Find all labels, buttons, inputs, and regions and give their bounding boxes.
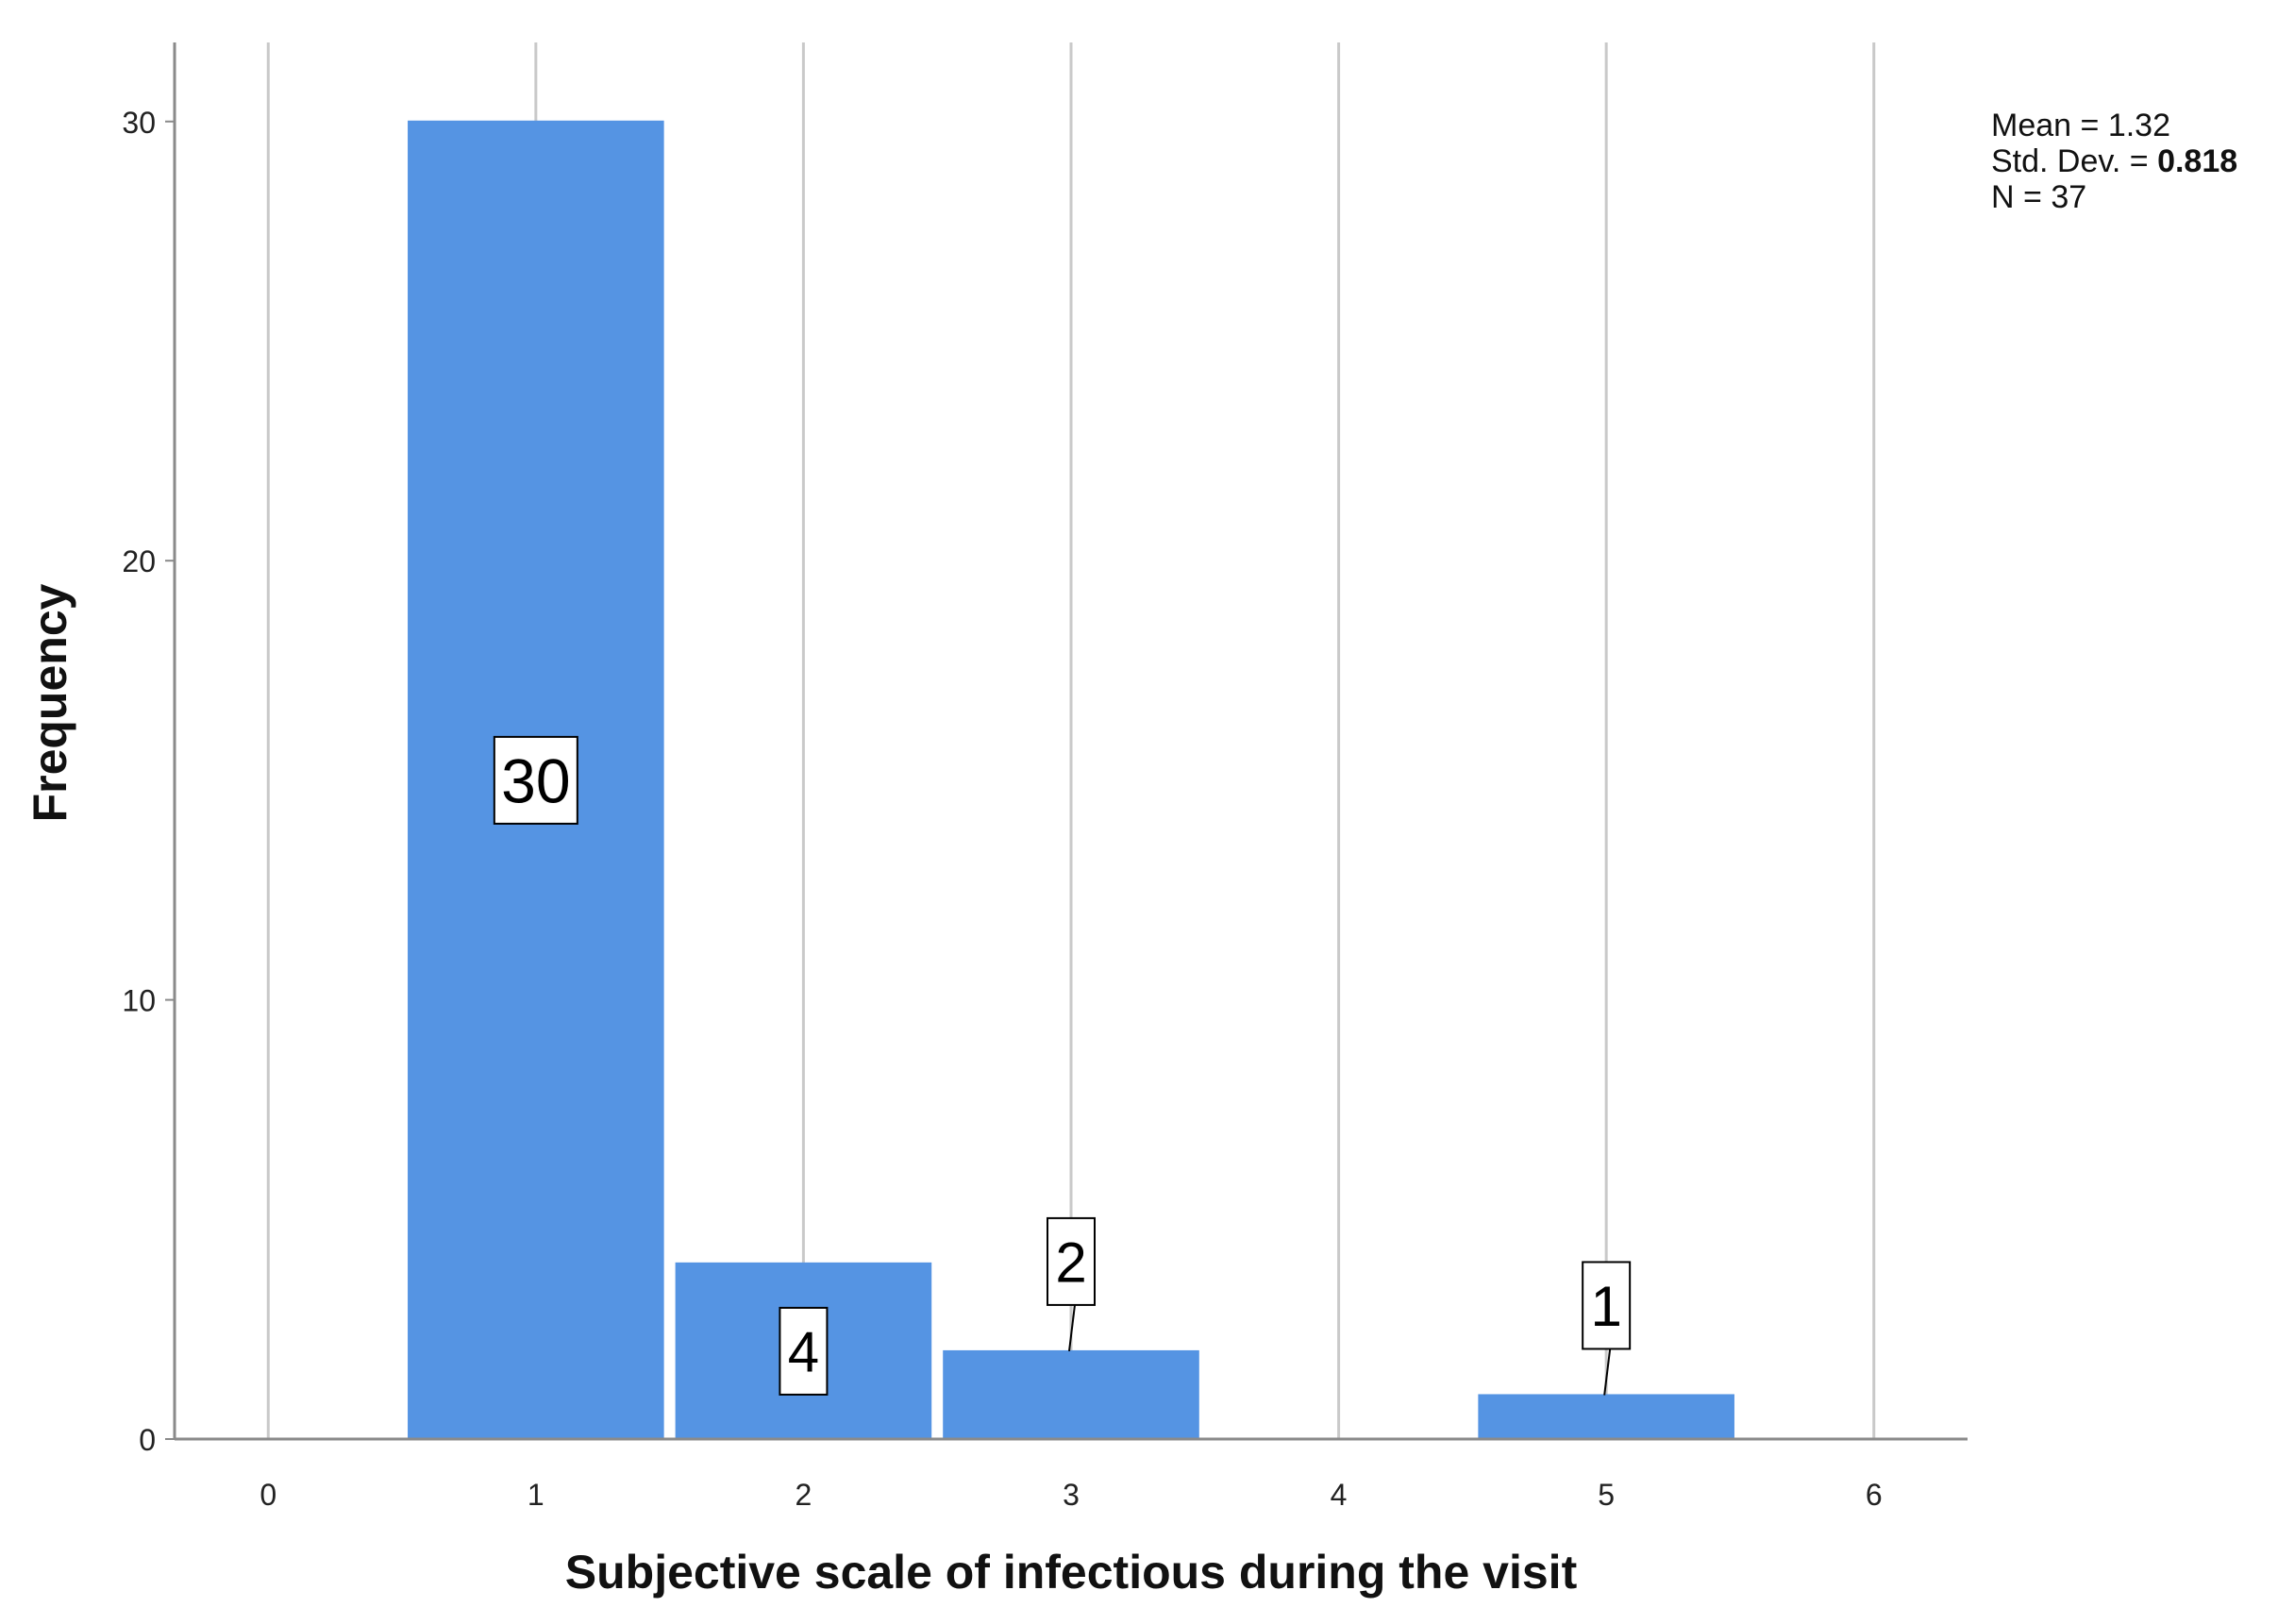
data-labels: 30 4 2 1 <box>493 735 1632 1396</box>
bar-1 <box>1478 1394 1734 1440</box>
stat-mean-label: Mean = <box>1991 108 2108 143</box>
stat-mean: Mean = 1.32 <box>1991 108 2237 143</box>
stat-mean-value: 1.32 <box>2107 108 2170 143</box>
x-tick-label-4: 4 <box>1331 1478 1348 1512</box>
data-label-box-2 <box>1047 1216 1096 1306</box>
data-label-box-4 <box>779 1306 829 1396</box>
stat-n: N = 37 <box>1991 179 2237 215</box>
data-label-4: 4 <box>788 1321 819 1384</box>
x-tick-label-3: 3 <box>1063 1478 1080 1512</box>
data-label-box-30 <box>493 735 578 825</box>
data-label-30: 30 <box>501 746 570 816</box>
data-label-1: 1 <box>1590 1275 1621 1338</box>
data-label-2: 2 <box>1055 1231 1086 1295</box>
x-tick-label-1: 1 <box>528 1478 544 1512</box>
statistics-legend: Mean = 1.32 Std. Dev. = 0.818 N = 37 <box>1991 108 2237 215</box>
y-tick-label-20: 20 <box>122 544 156 578</box>
stat-std-value: 0.818 <box>2157 143 2238 179</box>
stat-n-value: 37 <box>2051 179 2087 215</box>
x-tick-label-6: 6 <box>1866 1478 1883 1512</box>
y-axis-title: Frequency <box>24 583 76 822</box>
stat-std-label: Std. Dev. = <box>1991 143 2158 179</box>
x-tick-label-2: 2 <box>796 1478 812 1512</box>
y-tick-label-10: 10 <box>122 984 156 1018</box>
x-axis-title: Subjective scale of infectious during th… <box>565 1546 1578 1599</box>
stat-std-dev: Std. Dev. = 0.818 <box>1991 143 2237 179</box>
data-label-box-1 <box>1582 1261 1632 1350</box>
x-tick-label-5: 5 <box>1598 1478 1615 1512</box>
y-tick-label-0: 0 <box>139 1423 156 1457</box>
x-tick-label-0: 0 <box>260 1478 276 1512</box>
y-tick-label-30: 30 <box>122 106 156 140</box>
stat-n-label: N = <box>1991 179 2052 215</box>
data-label-leader-2 <box>1068 1304 1076 1352</box>
data-label-leader-1 <box>1603 1348 1612 1396</box>
bar-2 <box>943 1349 1199 1440</box>
